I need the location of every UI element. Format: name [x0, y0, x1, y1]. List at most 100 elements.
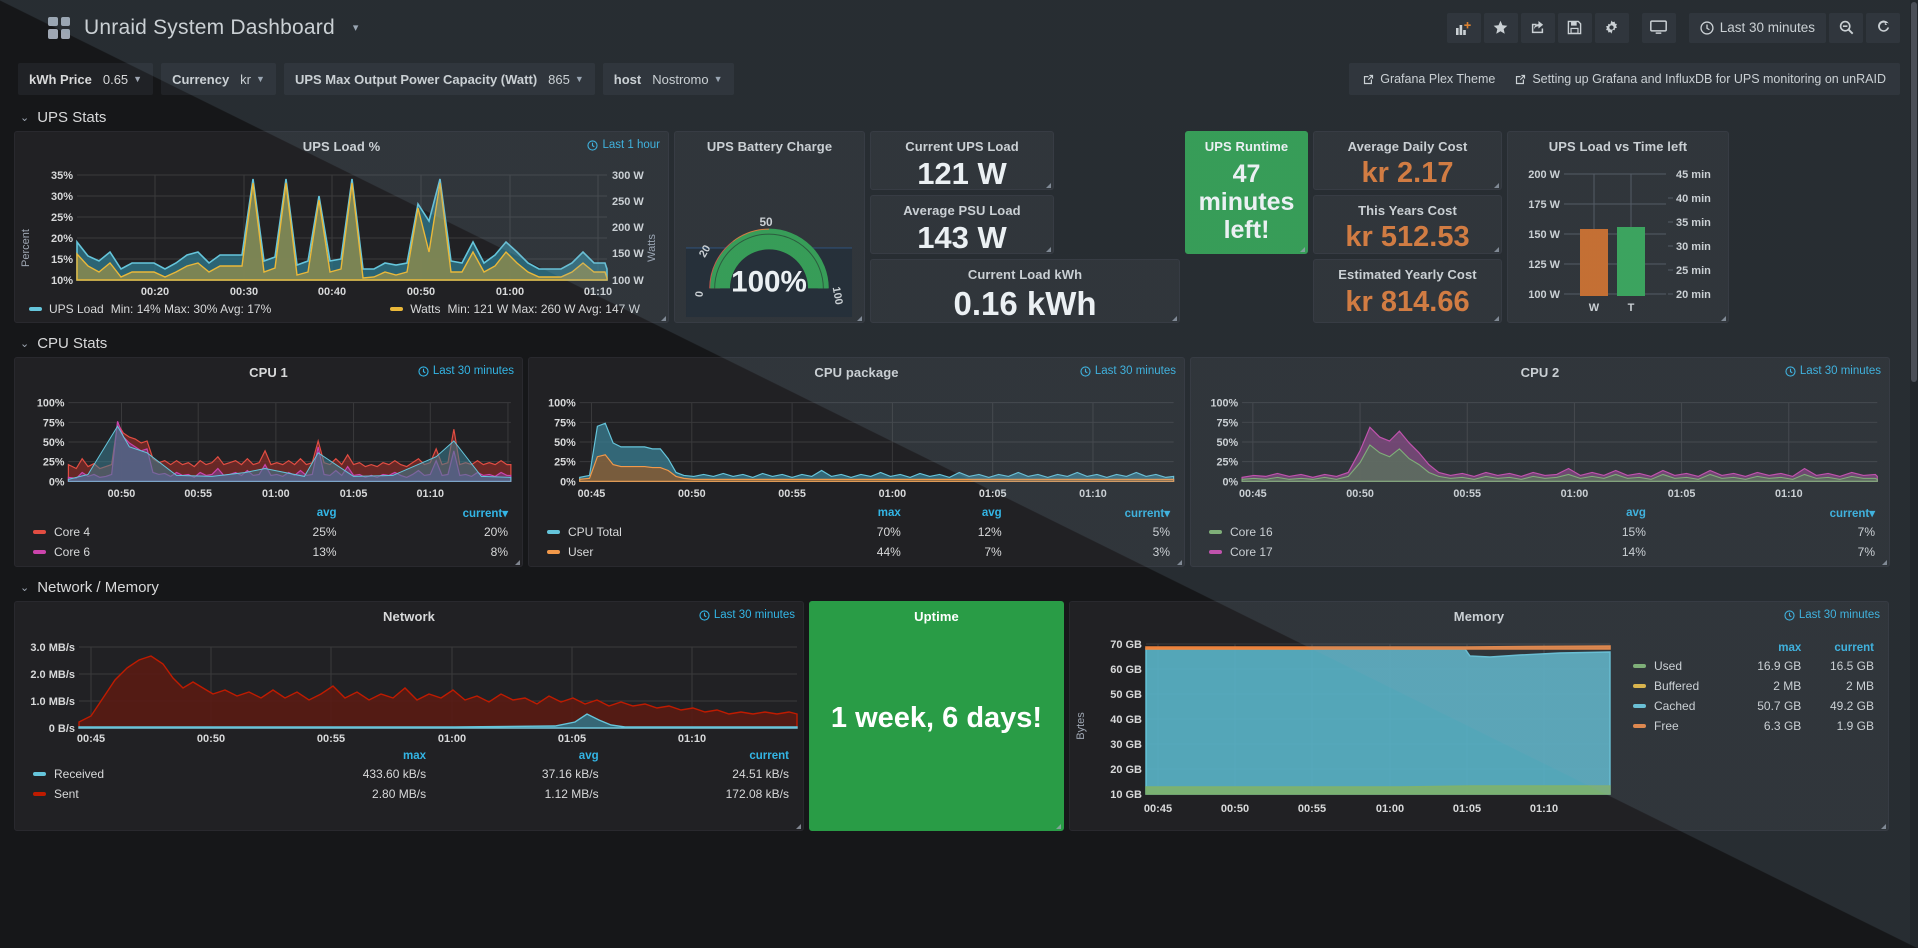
panel-resize-handle[interactable] [796, 824, 801, 829]
legend-col-current[interactable]: current▾ [462, 508, 508, 520]
panel-resize-handle[interactable] [1494, 183, 1499, 188]
svg-text:01:05: 01:05 [340, 488, 368, 500]
legend-row[interactable]: Sent 2.80 MB/s 1.12 MB/s 172.08 kB/s [29, 784, 793, 804]
svg-text:00:55: 00:55 [1298, 803, 1326, 815]
legend-item-ups-load[interactable]: UPS Load Min: 14% Max: 30% Avg: 17% [29, 302, 271, 316]
row-header-ups-stats[interactable]: ⌄ UPS Stats [0, 103, 1918, 131]
network-chart: 3.0 MB/s 2.0 MB/s 1.0 MB/s 0 B/s 00:45 0… [30, 642, 798, 744]
save-button[interactable] [1557, 12, 1592, 43]
variable-host[interactable]: host Nostromo ▼ [602, 63, 734, 95]
svg-text:100: 100 [830, 286, 845, 306]
time-range-picker[interactable]: Last 30 minutes [1688, 12, 1826, 43]
panel-resize-handle[interactable] [661, 316, 666, 321]
panel-resize-handle[interactable] [1721, 316, 1726, 321]
legend-item-watts[interactable]: Watts Min: 121 W Max: 260 W Avg: 147 W [390, 302, 658, 316]
legend-col-avg[interactable]: avg [578, 750, 599, 762]
variable-ups-max-output[interactable]: UPS Max Output Power Capacity (Watt) 865… [283, 63, 595, 95]
legend-row[interactable]: Core 17 14% 7% [1205, 542, 1879, 562]
panel-time-range-label: Last 30 minutes [432, 365, 514, 377]
legend-row[interactable]: Used 16.9 GB 16.5 GB [1629, 656, 1878, 676]
panel-time-range-label: Last 1 hour [602, 139, 660, 151]
legend-col-avg[interactable]: avg [1626, 507, 1646, 519]
legend-col-max[interactable]: max [877, 507, 901, 519]
legend-series: Core 6 [29, 542, 238, 562]
panel-time-range[interactable]: Last 30 minutes [418, 365, 514, 377]
panel-resize-handle[interactable] [1300, 247, 1305, 252]
variable-value[interactable]: 0.65 ▼ [103, 72, 142, 87]
legend-row[interactable]: Received 433.60 kB/s 37.16 kB/s 24.51 kB… [29, 764, 793, 784]
panel-time-range[interactable]: Last 30 minutes [1785, 365, 1881, 377]
panel-time-range[interactable]: Last 30 minutes [1080, 365, 1176, 377]
legend-col-current[interactable]: current▾ [1124, 508, 1170, 520]
legend-stats: Min: 121 W Max: 260 W Avg: 147 W [447, 302, 640, 316]
legend-row[interactable]: Cached 50.7 GB 49.2 GB [1629, 696, 1878, 716]
settings-button[interactable] [1594, 12, 1629, 43]
legend-swatch [1633, 684, 1646, 688]
navbar-left: Unraid System Dashboard ▾ [18, 16, 358, 40]
legend-row[interactable]: User 44% 7% 3% [543, 542, 1174, 562]
panel-resize-handle[interactable] [1177, 560, 1182, 565]
legend-row[interactable]: Free 6.3 GB 1.9 GB [1629, 716, 1878, 736]
legend-col-avg[interactable]: avg [981, 507, 1002, 519]
row-header-network-memory[interactable]: ⌄ Network / Memory [0, 573, 1918, 601]
panel-resize-handle[interactable] [1172, 316, 1177, 321]
svg-text:3.0 MB/s: 3.0 MB/s [30, 642, 75, 654]
svg-text:01:05: 01:05 [558, 733, 586, 744]
panel-uptime: Uptime 1 week, 6 days! [809, 601, 1064, 831]
svg-text:30 GB: 30 GB [1110, 739, 1142, 751]
variable-kwh-price[interactable]: kWh Price 0.65 ▼ [18, 63, 154, 95]
panel-resize-handle[interactable] [1882, 560, 1887, 565]
legend-col-current[interactable]: current▾ [1829, 508, 1875, 520]
legend-row[interactable]: Core 6 13% 8% [29, 542, 512, 562]
panel-resize-handle[interactable] [1046, 183, 1051, 188]
legend-row[interactable]: Core 4 25% 20% [29, 522, 512, 542]
variable-currency[interactable]: Currency kr ▼ [161, 63, 276, 95]
zoom-out-button[interactable] [1829, 12, 1863, 43]
variable-value[interactable]: kr ▼ [240, 72, 265, 87]
legend-col-max[interactable]: max [1778, 642, 1802, 654]
cpu-stats-row: CPU 1 Last 30 minutes 100% 75% 50% 25% 0… [0, 357, 1918, 567]
panel-time-range[interactable]: Last 30 minutes [699, 609, 795, 621]
variable-value[interactable]: 865 ▼ [548, 72, 584, 87]
panel-resize-handle[interactable] [1056, 824, 1061, 829]
svg-text:0%: 0% [49, 476, 65, 488]
legend-row[interactable]: Buffered 2 MB 2 MB [1629, 676, 1878, 696]
svg-text:75%: 75% [1216, 417, 1238, 429]
panel-time-range[interactable]: Last 30 minutes [1784, 609, 1880, 621]
legend-row[interactable]: CPU Total 70% 12% 5% [543, 522, 1174, 542]
panel-resize-handle[interactable] [1494, 247, 1499, 252]
svg-text:01:00: 01:00 [262, 488, 290, 500]
legend-row[interactable]: Core 16 15% 7% [1205, 522, 1879, 542]
link-ups-monitoring[interactable]: Setting up Grafana and InfluxDB for UPS … [1505, 72, 1896, 86]
variable-value[interactable]: Nostromo ▼ [652, 72, 722, 87]
legend-series: Used [1629, 656, 1733, 676]
chevron-down-icon[interactable]: ▾ [352, 22, 359, 34]
row-header-cpu-stats[interactable]: ⌄ CPU Stats [0, 329, 1918, 357]
add-panel-button[interactable] [1446, 12, 1481, 43]
panel-resize-handle[interactable] [1046, 247, 1051, 252]
chevron-down-icon: ⌄ [20, 337, 30, 350]
legend-series: User [543, 542, 804, 562]
link-label: Grafana Plex Theme [1380, 72, 1496, 86]
share-button[interactable] [1520, 12, 1555, 43]
panel-resize-handle[interactable] [1881, 824, 1886, 829]
variable-value-text: 0.65 [102, 71, 129, 87]
link-grafana-plex-theme[interactable]: Grafana Plex Theme [1353, 72, 1505, 86]
legend-max: 433.60 kB/s [362, 767, 427, 781]
panel-resize-handle[interactable] [857, 316, 862, 321]
legend-col-max[interactable]: max [403, 750, 427, 762]
star-button[interactable] [1483, 12, 1518, 43]
refresh-button[interactable] [1866, 12, 1900, 43]
tv-mode-button[interactable] [1641, 12, 1676, 43]
page-scrollbar-thumb[interactable] [1911, 2, 1917, 382]
svg-text:T: T [1628, 302, 1635, 314]
legend-col-current[interactable]: current [749, 750, 789, 762]
panel-time-range[interactable]: Last 1 hour [587, 139, 660, 151]
legend-col-current[interactable]: current [1834, 642, 1874, 654]
panel-resize-handle[interactable] [515, 560, 520, 565]
panel-time-range-label: Last 30 minutes [1798, 609, 1880, 621]
svg-text:0%: 0% [560, 476, 576, 488]
legend-col-avg[interactable]: avg [316, 507, 337, 519]
page-scrollbar[interactable] [1910, 0, 1918, 948]
panel-resize-handle[interactable] [1494, 316, 1499, 321]
